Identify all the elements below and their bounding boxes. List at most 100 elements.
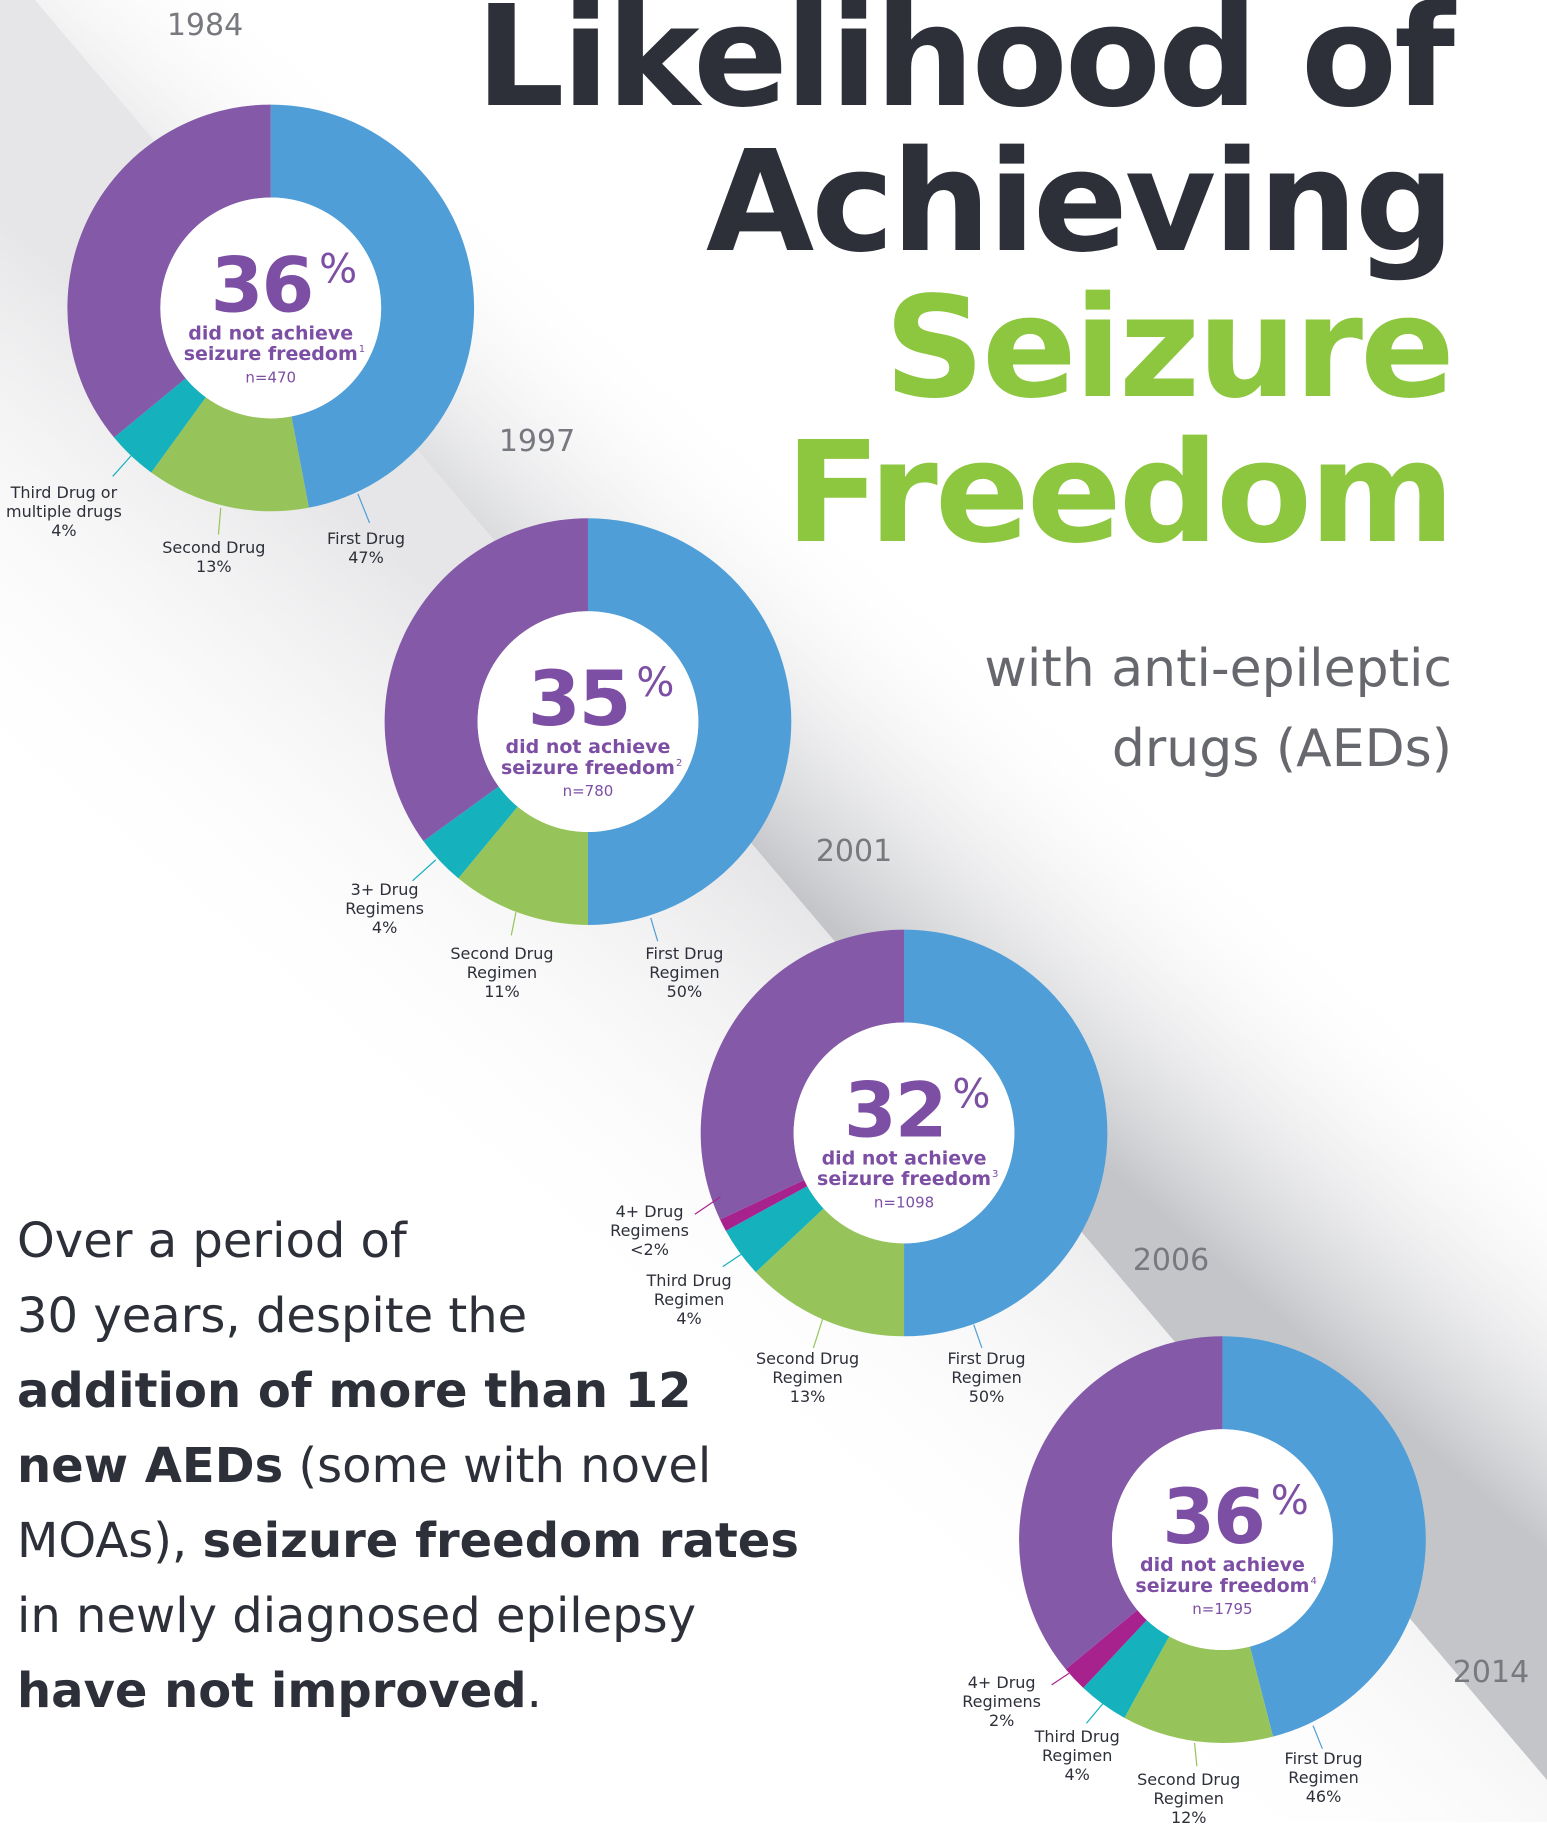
donut-slice (587, 518, 792, 925)
center-text: seizure freedom (501, 757, 675, 779)
center-text: seizure freedom (817, 1168, 991, 1190)
donut-slice (725, 1186, 824, 1273)
subtitle: with anti-epileptic (984, 639, 1452, 699)
segment-label: First Drug Regimen 50% (630, 944, 738, 1001)
leader-line (694, 1196, 721, 1215)
segment-name: First Drug (327, 528, 405, 548)
segment-value: 50% (666, 981, 703, 1001)
footnote: 3 (992, 1169, 998, 1180)
leader-line (973, 1324, 983, 1349)
body-text: MOAs), seizure freedom rates (17, 1513, 799, 1569)
leader-line (412, 859, 437, 882)
center-text: did not achieve (822, 1147, 987, 1169)
body-run: addition of more than 12 (17, 1363, 692, 1419)
donut-slice (1065, 1610, 1147, 1688)
segment-value: 47% (348, 547, 384, 567)
donut-slice (114, 378, 206, 473)
segment-label: 4+ Drug Regimens 2% (948, 1673, 1056, 1730)
donut-slice (1083, 1620, 1170, 1718)
body-run: seizure freedom rates (202, 1513, 799, 1569)
segment-name: Second Drug Regimen (755, 1349, 860, 1388)
segment-name: Second Drug Regimen (450, 943, 554, 982)
body-text: addition of more than 12 (17, 1363, 692, 1419)
donut-slice (151, 397, 309, 512)
donut-slice (423, 786, 518, 879)
segment-name: Third Drug Regimen (1034, 1726, 1120, 1765)
segment-label: 3+ Drug Regimens 4% (331, 880, 439, 937)
leader-line (1051, 1672, 1070, 1686)
footnote: 1 (359, 344, 365, 355)
title: Achieving (706, 121, 1452, 284)
body-run: Over a period of (17, 1213, 407, 1269)
year-label: 2006 (1133, 1243, 1209, 1278)
segment-label: Third Drug Regimen 4% (1023, 1727, 1131, 1784)
leader-line (1193, 1742, 1198, 1767)
leader-line (812, 1318, 824, 1349)
body-text: 30 years, despite the (17, 1288, 527, 1344)
segment-label: Second Drug Regimen 12% (1135, 1770, 1243, 1827)
donut-hole (1112, 1429, 1333, 1651)
sample-size: n=1098 (874, 1193, 934, 1211)
donut-slice (904, 929, 1108, 1337)
center-unit: % (952, 1071, 990, 1117)
sample-size: n=470 (245, 368, 296, 386)
donut-slice (270, 104, 475, 508)
segment-value: 4% (676, 1309, 702, 1329)
year-label: 1997 (499, 424, 575, 459)
center-unit: % (1271, 1478, 1309, 1524)
segment-value: 4% (1064, 1764, 1090, 1784)
donut-slice (720, 1179, 808, 1231)
donut-slice (1019, 1336, 1223, 1670)
center-value: 36 (211, 240, 313, 329)
center-unit: % (319, 246, 357, 292)
body-run: 30 years, despite the (17, 1288, 528, 1344)
segment-label: Third Drug Regimen 4% (635, 1271, 743, 1328)
segment-name: First Drug Regimen (947, 1349, 1026, 1388)
segment-value: <2% (630, 1239, 669, 1259)
leader-line (1086, 1701, 1105, 1724)
segment-label: 4+ Drug Regimens <2% (596, 1202, 704, 1259)
donut-hole (793, 1022, 1015, 1244)
segment-name: Third Drug Regimen (646, 1271, 732, 1310)
body-run: . (526, 1663, 542, 1719)
segment-label: Second Drug Regimen 13% (754, 1349, 862, 1406)
body-run: have not improved (17, 1663, 527, 1719)
donut-slice (458, 806, 588, 925)
segment-label: First Drug Regimen 50% (933, 1349, 1041, 1406)
center-text: did not achieve (506, 736, 671, 758)
segment-value: 4% (51, 521, 77, 541)
leader-line (722, 1252, 745, 1268)
segment-name: First Drug Regimen (645, 943, 724, 982)
segment-value: 46% (1305, 1786, 1342, 1806)
body-run: MOAs), (17, 1513, 203, 1569)
segment-value: 50% (968, 1387, 1005, 1407)
center-unit: % (636, 660, 674, 706)
leader-line (510, 912, 517, 936)
segment-value: 12% (1170, 1807, 1207, 1827)
segment-name: First Drug Regimen (1284, 1748, 1363, 1787)
year-label: 2014 (1453, 1655, 1529, 1690)
body-text: have not improved. (17, 1663, 542, 1719)
donut-slice (67, 104, 271, 438)
title: Likelihood of (475, 0, 1457, 139)
segment-value: 13% (196, 557, 232, 576)
footnote: 2 (676, 758, 682, 769)
segment-label: First Drug 47% (301, 529, 431, 567)
segment-label: Second Drug 13% (149, 538, 279, 576)
donut-slice (700, 929, 905, 1220)
sample-size: n=1795 (1192, 1600, 1252, 1618)
year-label: 2001 (816, 834, 892, 869)
center-text: did not achieve (1140, 1554, 1305, 1576)
segment-label: First Drug Regimen 46% (1270, 1749, 1378, 1806)
segment-label: Second Drug Regimen 11% (448, 944, 556, 1001)
title: Seizure (884, 267, 1452, 430)
segment-name: 4+ Drug Regimens (610, 1201, 689, 1240)
leader-line (217, 507, 222, 535)
leader-line (357, 493, 371, 524)
segment-label: Third Drug or multiple drugs 4% (5, 483, 123, 540)
center-text: seizure freedom (184, 343, 358, 365)
segment-value: 11% (484, 981, 520, 1001)
donut-slice (1222, 1336, 1426, 1737)
